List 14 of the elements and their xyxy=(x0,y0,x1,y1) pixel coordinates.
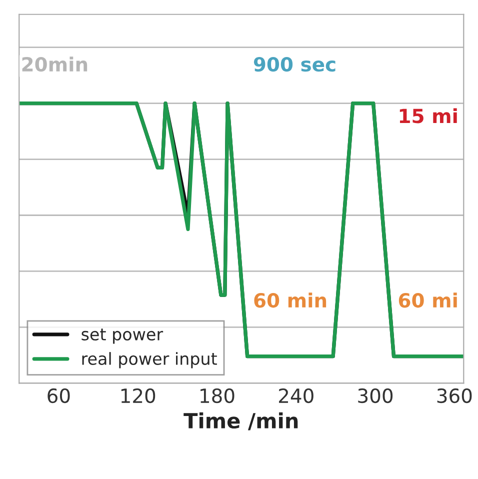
x-tick-label: 120 xyxy=(121,388,156,404)
annotation: 15 mi xyxy=(400,108,457,124)
annotation: 60 mi xyxy=(398,292,457,308)
x-axis-title: Time /min xyxy=(184,412,298,430)
legend-label: real power input xyxy=(82,352,217,368)
x-tick-label: 360 xyxy=(437,388,472,404)
text: 20min xyxy=(22,56,88,72)
x-tick-label: 240 xyxy=(279,388,314,404)
x-tick-label: 180 xyxy=(200,388,234,404)
x-tick-label: 300 xyxy=(358,388,393,404)
legend-label: set power xyxy=(82,328,164,344)
annotation: 60 min xyxy=(254,292,326,308)
text: 900 sec xyxy=(254,56,336,72)
x-tick-label: 60 xyxy=(48,388,70,404)
